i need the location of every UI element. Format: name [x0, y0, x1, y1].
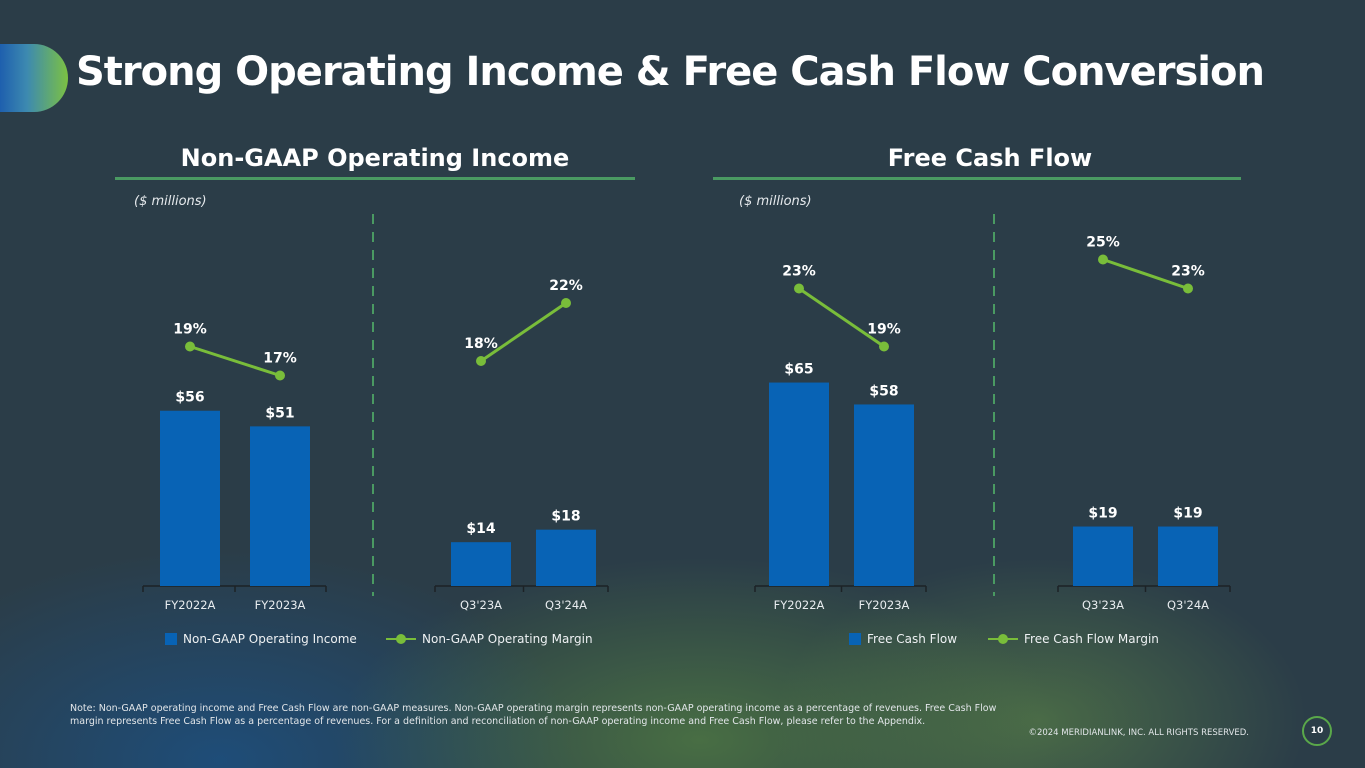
margin-value-label: 25% [1086, 235, 1120, 251]
legend-bar-swatch [165, 633, 177, 645]
x-tick-label: Q3'24A [545, 598, 587, 612]
legend-line-marker [386, 633, 416, 645]
bar-value-label: $58 [869, 383, 898, 399]
bar-value-label: $18 [551, 509, 580, 525]
bar-value-label: $51 [265, 405, 294, 421]
margin-point [275, 370, 285, 381]
x-tick-label: FY2022A [774, 598, 825, 612]
footnote: Note: Non-GAAP operating income and Free… [70, 703, 997, 727]
bar-q324a [1158, 526, 1218, 586]
margin-point [1098, 254, 1108, 265]
section-title-operating-income: Non-GAAP Operating Income [180, 144, 570, 172]
page-title: Strong Operating Income & Free Cash Flow… [76, 49, 1265, 95]
margin-line [480, 301, 567, 363]
margin-point [561, 298, 571, 308]
x-tick-label: FY2022A [165, 598, 216, 612]
margin-value-label: 23% [1171, 264, 1205, 280]
units-label-free-cash-flow: ($ millions) [739, 194, 812, 209]
bar-fy2022a [160, 410, 220, 586]
margin-value-label: 19% [867, 322, 901, 338]
margin-point [476, 356, 486, 366]
section-rule-operating-income [115, 177, 635, 180]
section-title-free-cash-flow: Free Cash Flow [887, 144, 1093, 172]
margin-line [189, 345, 281, 377]
bar-fy2023a [854, 404, 914, 586]
section-rule-free-cash-flow [713, 177, 1241, 180]
legend-operating-margin: Non-GAAP Operating Margin [386, 632, 593, 646]
bar-fy2022a [769, 382, 829, 586]
margin-point [1183, 283, 1193, 294]
copyright: ©2024 MERIDIANLINK, INC. ALL RIGHTS RESE… [1028, 728, 1249, 738]
margin-value-label: 19% [173, 322, 207, 338]
bar-value-label: $19 [1088, 506, 1117, 522]
bar-fy2023a [250, 426, 310, 586]
legend-operating-income: Non-GAAP Operating Income [165, 632, 357, 646]
bar-value-label: $14 [466, 521, 495, 537]
x-tick-label: FY2023A [859, 598, 910, 612]
margin-point [185, 341, 195, 352]
legend-bar-swatch [849, 633, 861, 645]
margin-point [879, 341, 889, 352]
units-label-operating-income: ($ millions) [134, 194, 207, 209]
bar-q323a [1073, 526, 1133, 586]
legend-bar-label: Free Cash Flow [867, 632, 958, 646]
bar-value-label: $65 [784, 362, 813, 378]
margin-value-label: 17% [263, 351, 297, 367]
legend-line-label: Non-GAAP Operating Margin [422, 632, 593, 646]
margin-value-label: 23% [782, 264, 816, 280]
x-tick-label: Q3'23A [460, 598, 502, 612]
bar-q324a [536, 529, 596, 586]
title-accent-shape [0, 44, 68, 112]
chart-marks: $56 FY2022A $51 FY2023A 19% 17% $14 Q3'23A $18 Q3… [142, 235, 1231, 612]
margin-line [1102, 258, 1189, 290]
legend-free-cash-flow: Free Cash Flow [849, 632, 957, 646]
bar-value-label: $56 [175, 390, 204, 406]
page-number: 10 [1302, 716, 1332, 746]
margin-line [798, 287, 885, 348]
margin-value-label: 18% [464, 336, 498, 352]
legend-free-cash-flow-margin: Free Cash Flow Margin [988, 632, 1159, 646]
bar-value-label: $19 [1173, 506, 1202, 522]
x-tick-label: Q3'24A [1167, 598, 1209, 612]
bar-q323a [451, 542, 511, 586]
x-tick-label: FY2023A [255, 598, 306, 612]
margin-value-label: 22% [549, 278, 583, 294]
legend-bar-label: Non-GAAP Operating Income [183, 632, 357, 646]
legend-line-label: Free Cash Flow Margin [1024, 632, 1159, 646]
x-tick-label: Q3'23A [1082, 598, 1124, 612]
margin-point [794, 283, 804, 294]
legend-line-marker [988, 633, 1018, 645]
